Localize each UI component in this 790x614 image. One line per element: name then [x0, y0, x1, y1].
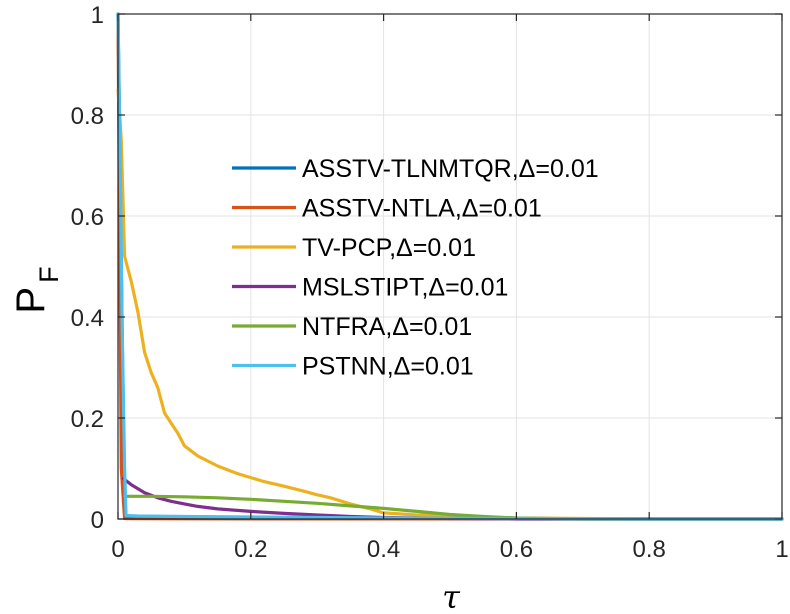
- y-tick-label: 0.6: [71, 204, 104, 231]
- legend-label-2: ASSTV-NTLA,Δ=0.01: [302, 195, 542, 223]
- series-line-2: [116, 12, 784, 521]
- x-tick-label: 1: [775, 536, 788, 563]
- axis-ticks: 0 0.2 0.4 0.6 0.8 1 0 0.2 0.4 0.6 0.8 1: [71, 2, 789, 563]
- y-tick-label: 0.8: [71, 103, 104, 130]
- y-tick-label: 1: [91, 2, 104, 29]
- x-tick-label: 0.4: [367, 536, 400, 563]
- legend-label-5: NTFRA,Δ=0.01: [302, 313, 472, 341]
- data-series: [116, 12, 784, 521]
- x-tick-label: 0: [111, 536, 124, 563]
- legend-label-4: MSLSTIPT,Δ=0.01: [302, 274, 508, 302]
- legend-label-6: PSTNN,Δ=0.01: [302, 353, 474, 381]
- axes-box: [117, 13, 783, 520]
- legend-label-1: ASSTV-TLNMTQR,Δ=0.01: [302, 155, 599, 183]
- legend-label-3: TV-PCP,Δ=0.01: [302, 234, 476, 262]
- y-tick-label: 0.4: [71, 305, 104, 332]
- x-tick-label: 0.2: [234, 536, 267, 563]
- y-axis-label: PF: [9, 266, 64, 313]
- y-tick-label: 0: [91, 507, 104, 534]
- y-tick-label: 0.2: [71, 406, 104, 433]
- series-line-1: [116, 12, 784, 521]
- grid-lines: [118, 14, 782, 519]
- legend: ASSTV-TLNMTQR,Δ=0.01 ASSTV-NTLA,Δ=0.01 TV-…: [232, 155, 599, 381]
- series-line-6: [116, 12, 784, 521]
- x-tick-label: 0.8: [633, 536, 666, 563]
- x-tick-label: 0.6: [500, 536, 533, 563]
- x-axis-label: τ: [442, 578, 461, 614]
